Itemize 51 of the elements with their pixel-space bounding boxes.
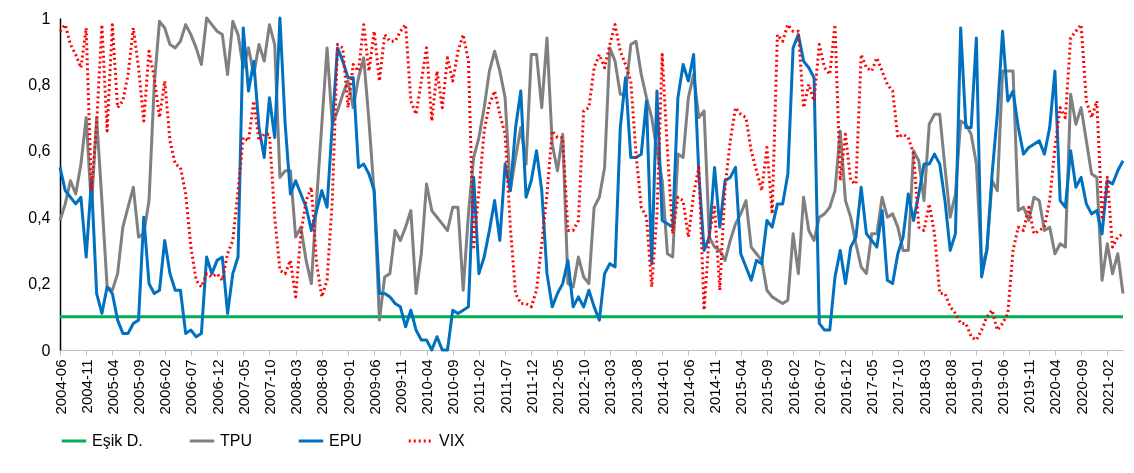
x-tick-label: 2004-06 [51,359,69,415]
y-tick-label: 0,4 [28,208,51,226]
legend-label: EPU [329,432,362,449]
legend-label: TPU [220,432,252,449]
y-tick-label: 0,2 [28,275,51,293]
x-tick-label: 2016-12 [836,359,854,415]
x-tick-label: 2017-05 [863,359,881,415]
x-tick-label: 2008-03 [287,359,305,415]
x-tick-label: 2004-11 [77,359,95,414]
x-tick-label: 2010-04 [418,359,436,415]
x-tick-label: 2019-01 [967,359,985,415]
x-tick-label: 2006-07 [182,359,200,415]
legend-label: Eşik D. [92,432,143,449]
x-tick-label: 2012-10 [575,359,593,415]
x-tick-label: 2013-08 [627,359,645,415]
x-tick-label: 2014-06 [679,359,697,415]
x-tick-label: 2008-08 [313,359,331,415]
y-tick-label: 0,6 [28,142,51,160]
x-tick-label: 2007-10 [260,359,278,415]
x-tick-label: 2020-09 [1072,359,1090,415]
x-tick-label: 2006-12 [208,359,226,415]
x-tick-label: 2018-03 [915,359,933,415]
y-tick-label: 0,8 [28,75,51,93]
x-tick-label: 2014-01 [653,359,671,415]
y-tick-label: 0 [41,341,51,359]
legend-label: VIX [439,432,466,449]
x-tick-label: 2007-05 [234,359,252,415]
x-tick-label: 2017-10 [889,359,907,415]
x-tick-label: 2019-11 [1020,359,1038,414]
x-tick-label: 2019-06 [994,359,1012,415]
x-tick-label: 2010-09 [444,359,462,415]
y-tick-label: 1 [41,9,51,27]
x-tick-label: 2013-03 [601,359,619,415]
x-tick-label: 2006-02 [156,359,174,415]
x-tick-label: 2020-04 [1046,359,1064,415]
x-tick-label: 2012-05 [548,359,566,415]
x-tick-label: 2005-09 [130,359,148,415]
x-tick-label: 2021-02 [1098,359,1116,415]
x-tick-label: 2005-04 [103,359,121,415]
x-tick-label: 2015-04 [732,359,750,415]
x-tick-label: 2016-07 [810,359,828,415]
x-tick-label: 2018-08 [941,359,959,415]
x-tick-label: 2015-09 [758,359,776,415]
x-tick-label: 2011-07 [496,359,514,414]
x-tick-label: 2009-11 [391,359,409,414]
x-tick-label: 2014-11 [706,359,724,414]
x-tick-label: 2011-02 [470,359,488,414]
x-tick-label: 2011-12 [522,359,540,414]
x-tick-label: 2009-01 [339,359,357,415]
x-tick-label: 2009-06 [365,359,383,415]
x-tick-label: 2016-02 [784,359,802,415]
